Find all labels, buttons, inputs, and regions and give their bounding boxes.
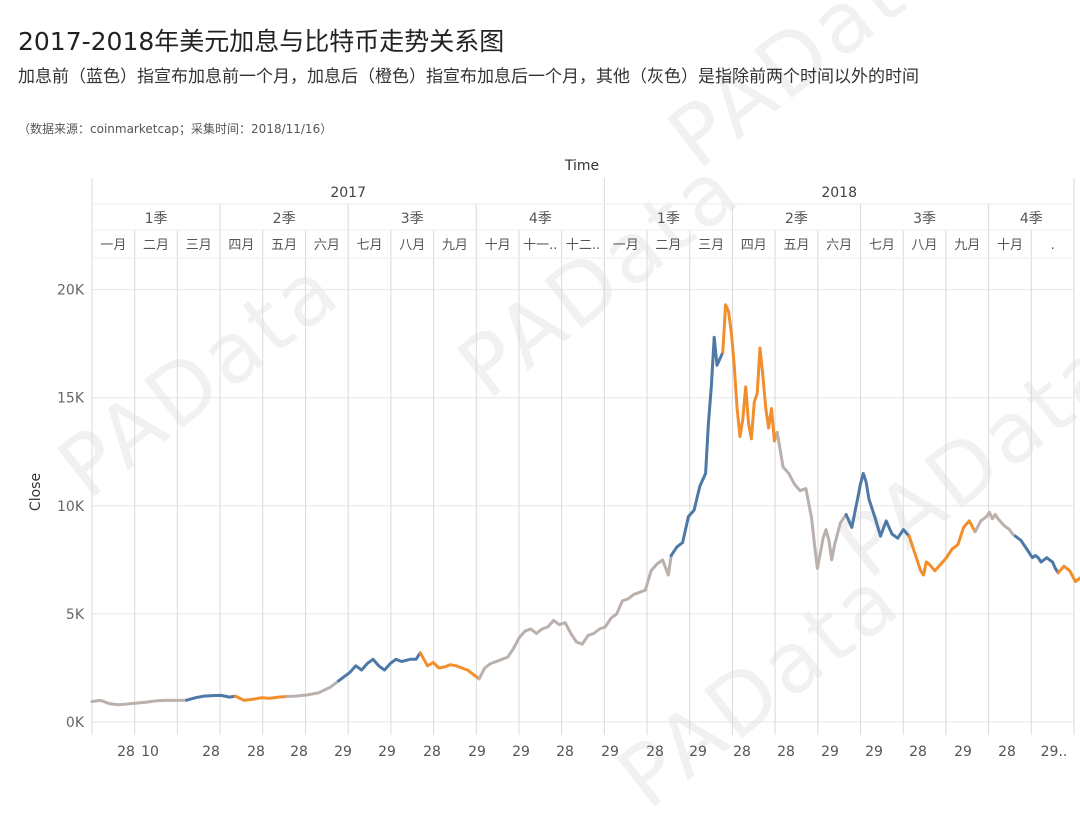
y-axis-title: Close [28,473,44,511]
x-tick-label: 29 [689,744,707,760]
x-tick-label: 29 [865,744,883,760]
y-tick-label: 20K [57,283,85,299]
month-label: 六月 [826,238,852,253]
series-line-other-0 [90,698,189,707]
x-tick-label: 29.. [1041,744,1068,760]
x-tick-label: 28 [909,744,927,760]
month-label: 十二.. [566,238,600,253]
month-label: 三月 [698,238,724,253]
quarter-label: 2季 [273,211,296,227]
year-label: 2017 [330,185,366,201]
quarter-label: 3季 [913,211,936,227]
price-series [90,303,1080,707]
series-line-other-6 [477,554,673,681]
x-tick-label: 29 [334,744,352,760]
series-line-other-9 [775,430,848,570]
x-tick-label: 28 [423,744,441,760]
x-tick-label: 28 [777,744,795,760]
series-line-other-12 [973,510,1017,538]
series-line-before-4 [337,651,422,683]
series-line-before-13 [1013,534,1060,575]
x-tick-label: 28 [733,744,751,760]
chart-subtitle: 加息前（蓝色）指宣布加息前一个月，加息后（橙色）指宣布加息后一个月，其他（灰色）… [18,67,919,87]
x-axis-day-labels: 28 10 28 28 28 29 29 28 29 29 28 29 28 29 28 28 29 29 28 29… [117,744,1067,760]
month-label: . [1051,238,1055,253]
month-label: 五月 [271,238,297,253]
x-tick-label: 28 [646,744,664,760]
series-line-before-1 [185,693,237,702]
month-label: 八月 [912,238,938,253]
x-tick-label: 28 [202,744,220,760]
x-axis-title: Time [564,158,599,174]
month-label: 四月 [741,238,767,253]
x-tick-label: 29 [378,744,396,760]
quarter-label: 1季 [145,211,168,227]
month-label: 四月 [228,238,254,253]
month-label: 一月 [613,238,639,253]
y-axis: 0K 5K 10K 15K 20K [57,283,85,731]
month-label: 六月 [314,238,340,253]
series-line-after-14 [1056,564,1080,583]
quarter-label: 4季 [529,211,552,227]
month-label: 十一.. [523,238,557,253]
gridlines [91,178,1075,735]
x-tick-label: 28 [556,744,574,760]
series-line-other-3 [285,679,341,698]
year-label: 2018 [821,185,857,201]
quarter-label: 3季 [401,211,424,227]
data-source-note: （数据来源：coinmarketcap；采集时间：2018/11/16） [18,122,333,136]
month-label: 二月 [655,238,681,253]
month-label: 十月 [485,238,511,253]
series-line-after-11 [907,519,977,577]
month-label: 三月 [186,238,212,253]
x-tick-label: 10 [141,744,159,760]
series-line-after-5 [418,651,481,681]
x-tick-label: 28 [247,744,265,760]
month-label: 七月 [869,238,895,253]
y-tick-label: 0K [66,715,85,731]
quarter-label: 4季 [1020,211,1043,227]
month-label: 五月 [783,238,809,253]
y-tick-label: 15K [57,391,85,407]
series-line-after-8 [721,303,779,443]
y-tick-label: 10K [57,499,85,515]
month-label: 九月 [954,238,980,253]
x-tick-label: 29 [468,744,486,760]
month-label: 十月 [997,238,1023,253]
month-label: 七月 [357,238,383,253]
chart-title: 2017-2018年美元加息与比特币走势关系图 [18,27,505,56]
series-line-after-2 [233,694,289,702]
x-tick-label: 29 [601,744,619,760]
x-tick-label: 29 [821,744,839,760]
month-label: 八月 [399,238,425,253]
quarter-label: 1季 [657,211,680,227]
x-tick-label: 28 [117,744,135,760]
month-label: 一月 [100,238,126,253]
month-label: 二月 [143,238,169,253]
y-tick-label: 5K [66,607,85,623]
x-tick-label: 28 [998,744,1016,760]
x-tick-label: 28 [290,744,308,760]
x-tick-label: 29 [512,744,530,760]
series-line-before-7 [669,335,725,557]
series-line-before-10 [844,471,911,540]
quarter-label: 2季 [785,211,808,227]
month-label: 九月 [442,238,468,253]
x-tick-label: 29 [954,744,972,760]
